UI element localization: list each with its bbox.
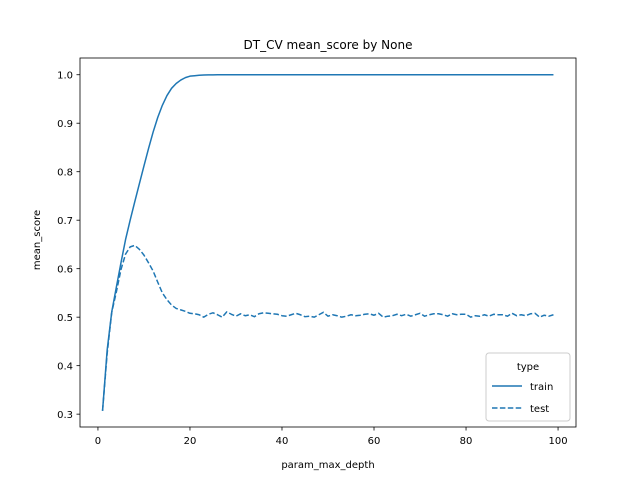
- x-axis-label: param_max_depth: [281, 460, 374, 471]
- x-tick-label: 100: [549, 436, 568, 447]
- x-tick-label: 40: [276, 436, 289, 447]
- y-tick-label: 0.5: [57, 313, 73, 324]
- y-tick-label: 0.4: [57, 362, 73, 373]
- y-tick-label: 0.3: [57, 410, 73, 421]
- y-tick-label: 0.6: [57, 265, 73, 276]
- y-tick-label: 1.0: [57, 71, 73, 82]
- plot-area: [79, 57, 577, 428]
- y-axis-label: mean_score: [32, 210, 43, 270]
- y-tick-label: 0.7: [57, 216, 73, 227]
- x-tick-label: 20: [184, 436, 197, 447]
- x-tick-label: 0: [95, 436, 101, 447]
- legend-title: type: [517, 362, 539, 373]
- legend-label-train: train: [530, 382, 553, 393]
- series-line-train: [101, 73, 554, 411]
- legend-label-test: test: [530, 404, 549, 415]
- x-tick-label: 60: [368, 436, 381, 447]
- legend-box: [485, 352, 571, 422]
- y-axis: 0.3 0.4 0.5 0.6 0.7 0.8 0.9 1.0: [57, 71, 80, 421]
- x-axis: 0 20 40 60 80 100: [95, 427, 568, 447]
- x-tick-label: 80: [460, 436, 473, 447]
- series-layer: [101, 73, 554, 411]
- legend: type train test: [485, 352, 571, 422]
- y-tick-label: 0.8: [57, 168, 73, 179]
- chart-title: DT_CV mean_score by None: [244, 38, 413, 52]
- plot-frame: [79, 57, 577, 428]
- legend-items: train test: [492, 382, 553, 415]
- y-tick-label: 0.9: [57, 119, 73, 130]
- series-line-test: [101, 244, 554, 411]
